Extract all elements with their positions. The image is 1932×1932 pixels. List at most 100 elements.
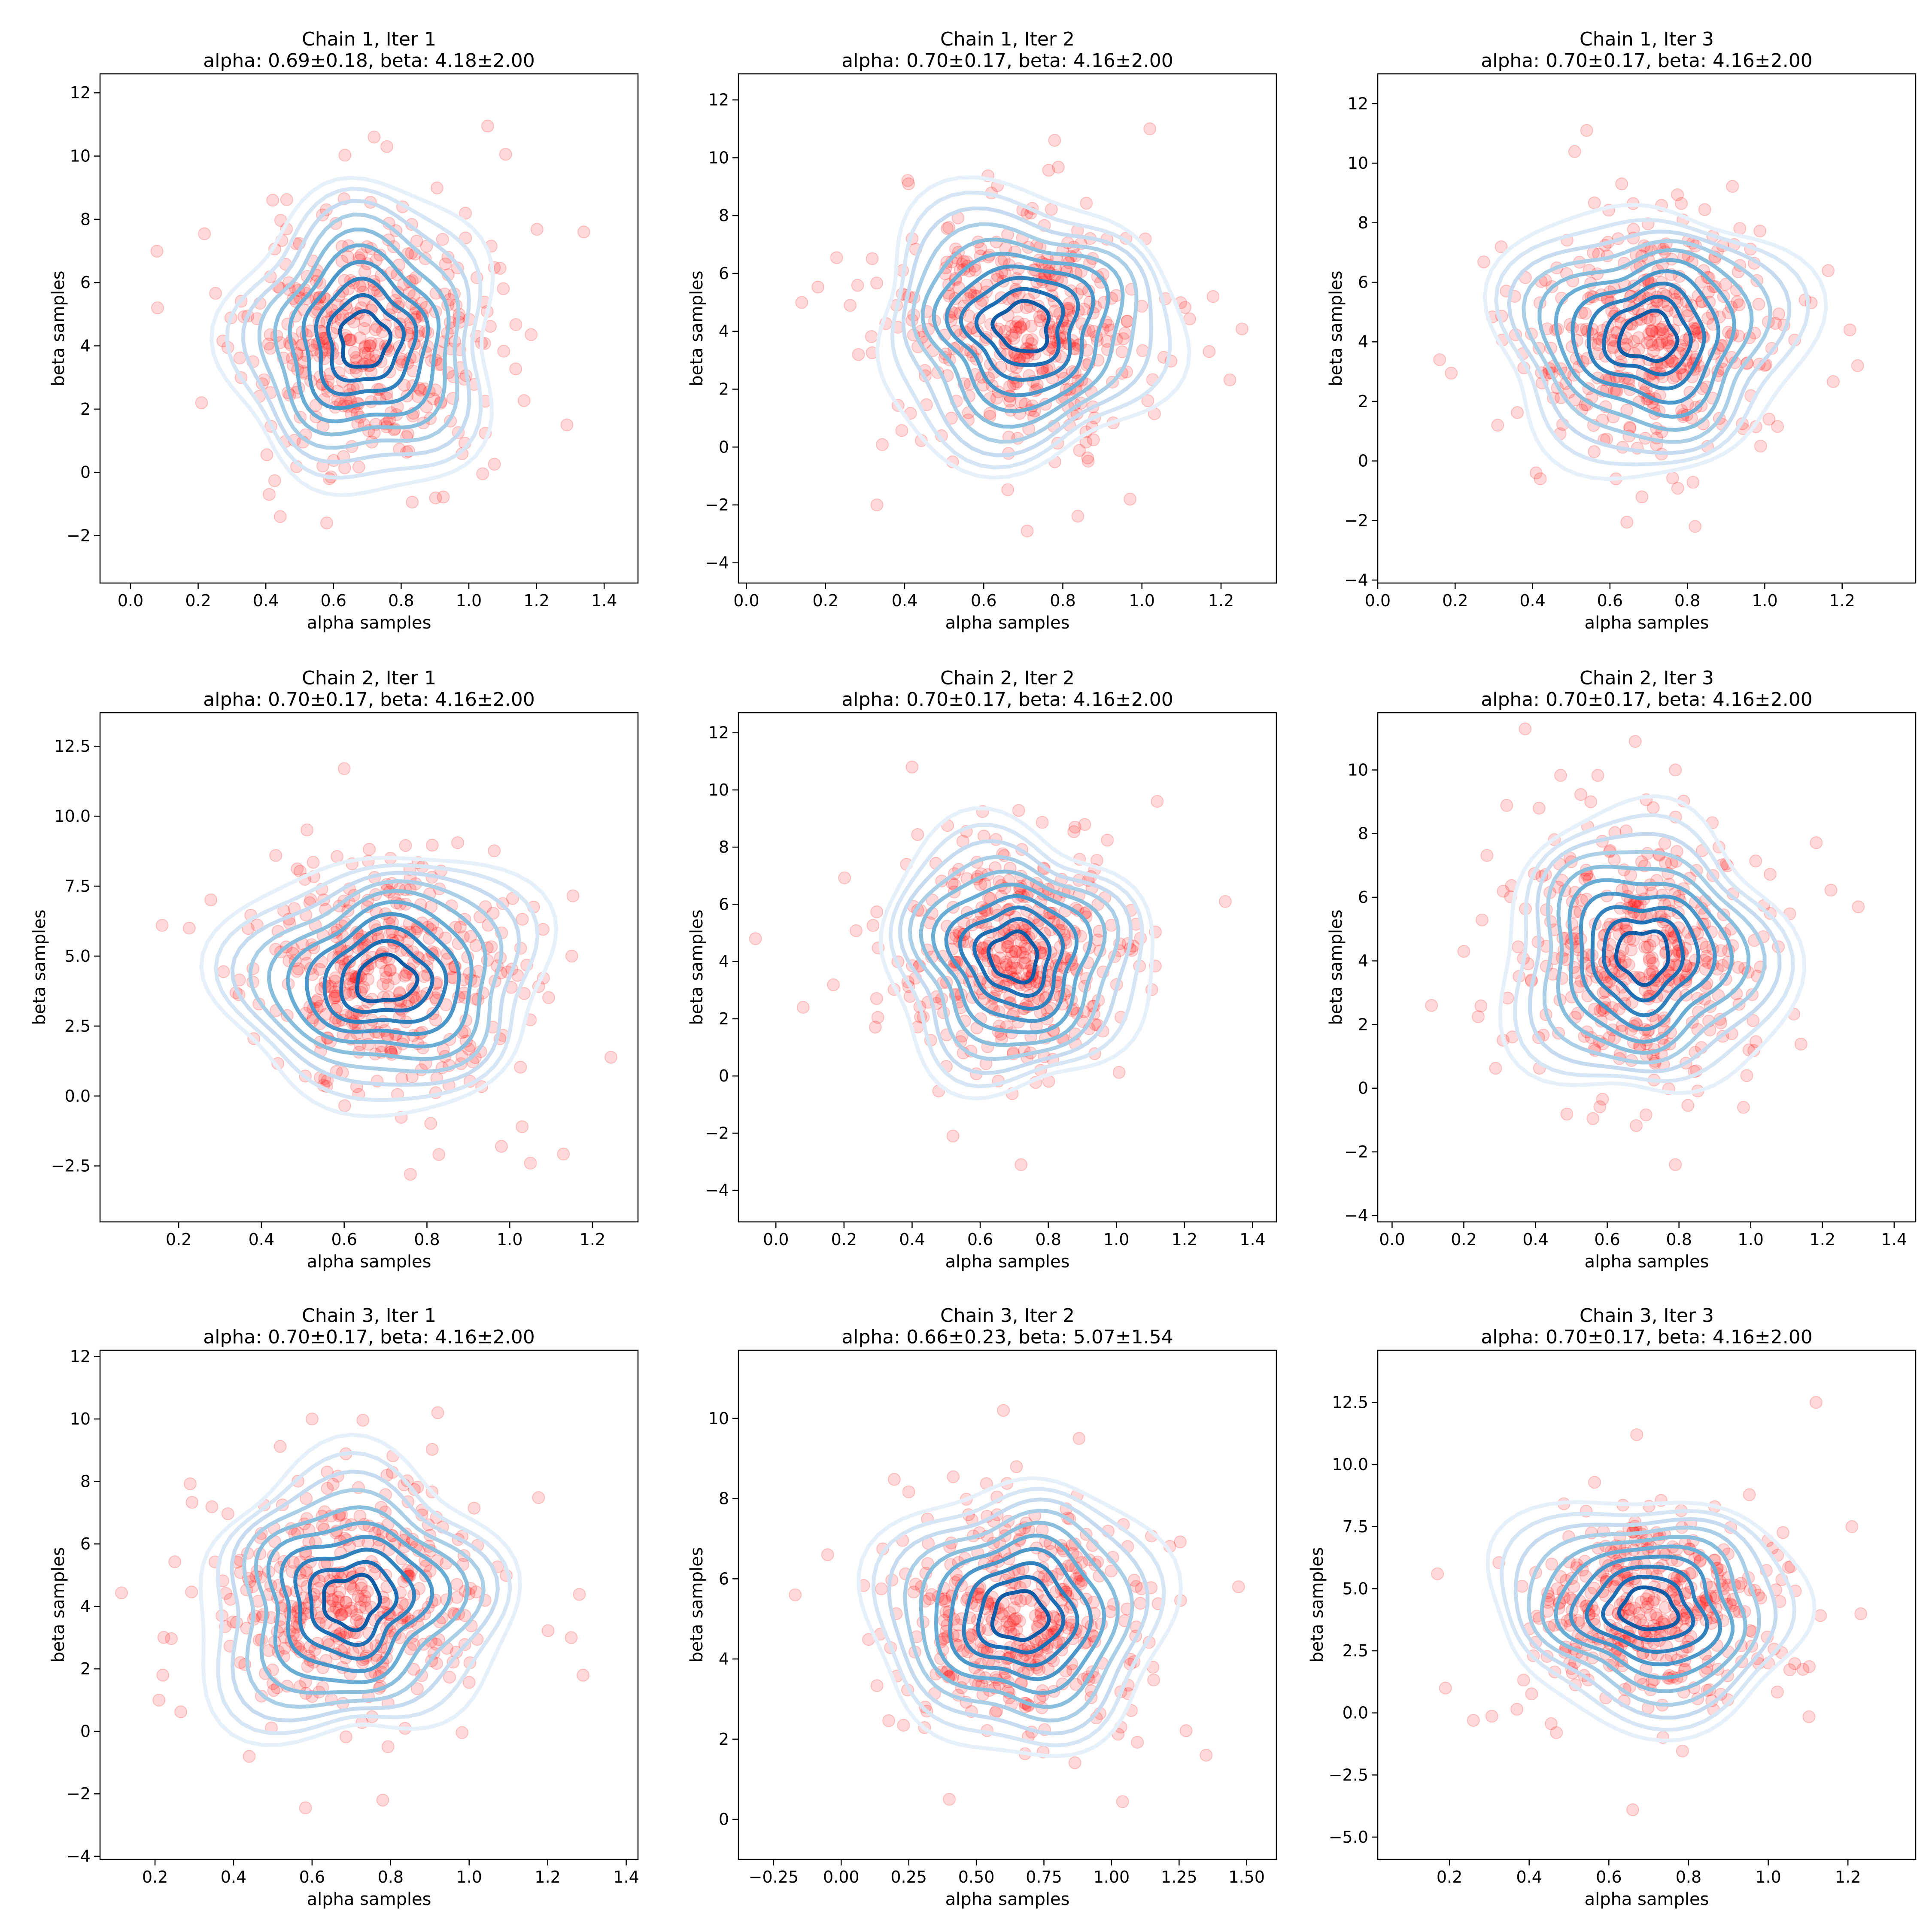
y-tick-label: −2 — [705, 1124, 729, 1142]
subplot-subtitle: alpha: 0.70±0.17, beta: 4.16±2.00 — [841, 689, 1173, 711]
scatter-point — [347, 1583, 360, 1596]
density-contour-line — [1602, 917, 1685, 1002]
axes-frame — [99, 712, 639, 1223]
axes-frame — [738, 73, 1277, 584]
density-contour-line — [286, 900, 474, 1048]
y-axis-label: beta samples — [1326, 270, 1346, 386]
scatter-point — [371, 337, 385, 351]
density-contour-line — [209, 176, 495, 497]
scatter-point — [1012, 315, 1024, 328]
scatter-point — [451, 836, 464, 849]
density-contour-line — [216, 1451, 512, 1735]
subplot-subtitle: alpha: 0.70±0.17, beta: 4.16±2.00 — [1481, 1326, 1812, 1348]
y-tick-label: 10 — [70, 147, 91, 166]
y-tick-label: 2.5 — [65, 1017, 91, 1036]
scatter-point — [838, 871, 851, 884]
y-tick-label: −4 — [67, 1847, 91, 1866]
density-contour-line — [307, 1560, 399, 1647]
y-tick-label: 0 — [719, 1810, 729, 1829]
density-contour-line — [1554, 258, 1736, 419]
scatter-point — [152, 1693, 166, 1707]
density-contour-line — [1482, 203, 1828, 481]
scatter-point — [339, 1605, 352, 1618]
scatter-point — [1006, 1614, 1020, 1627]
scatter-point — [488, 458, 501, 471]
axes-frame — [1377, 73, 1917, 584]
scatter-point — [795, 296, 808, 309]
scatter-point — [1613, 1002, 1626, 1016]
density-contour-line — [1500, 1509, 1797, 1732]
scatter-point — [358, 346, 372, 360]
scatter-point — [1716, 959, 1729, 972]
scatter-point — [1014, 320, 1027, 333]
scatter-point — [1117, 332, 1130, 345]
scatter-point — [429, 1013, 442, 1027]
scatter-point — [425, 838, 439, 852]
scatter-point — [1206, 290, 1220, 303]
subplot-subtitle: alpha: 0.69±0.18, beta: 4.18±2.00 — [203, 50, 535, 72]
scatter-point — [1689, 520, 1702, 533]
scatter-point — [524, 1157, 537, 1170]
scatter-point — [827, 978, 840, 991]
density-contour-line — [339, 939, 434, 1014]
scatter-point — [1627, 335, 1640, 348]
density-contour-line — [1602, 295, 1693, 377]
scatter-point — [282, 276, 295, 289]
scatter-point — [1071, 510, 1084, 523]
scatter-point — [573, 1588, 586, 1601]
scatter-point — [185, 1586, 198, 1598]
scatter-point — [443, 1671, 456, 1684]
scatter-point — [1007, 332, 1021, 345]
scatter-point — [1658, 837, 1671, 850]
x-tick-label: 0.2 — [185, 591, 211, 610]
scatter-point — [439, 257, 452, 270]
y-tick-label: −2 — [67, 526, 91, 545]
scatter-point — [895, 424, 908, 437]
density-contour-line — [1542, 850, 1767, 1065]
subplot-title: Chain 3, Iter 1 — [302, 1305, 436, 1327]
scatter-point — [1012, 322, 1026, 335]
scatter-point — [381, 978, 395, 991]
density-contour-line — [901, 206, 1153, 458]
scatter-point — [1124, 492, 1137, 506]
scatter-point — [1641, 941, 1654, 954]
density-contour-line — [199, 856, 559, 1118]
scatter-point — [998, 961, 1011, 974]
scatter-point — [338, 149, 352, 162]
scatter-point — [1568, 145, 1581, 158]
y-tick-label: 6 — [1358, 273, 1368, 292]
x-tick-label: 1.0 — [1752, 591, 1777, 610]
scatter-point — [330, 1601, 343, 1614]
scatter-point — [1005, 320, 1018, 333]
scatter-point — [321, 1482, 334, 1495]
scatter-point — [1634, 1613, 1647, 1627]
scatter-point — [345, 1601, 358, 1615]
scatter-point — [280, 193, 293, 206]
scatter-point — [1645, 964, 1659, 978]
y-axis-label: beta samples — [30, 909, 49, 1025]
scatter-point — [325, 1593, 339, 1606]
scatter-point — [1681, 1099, 1695, 1112]
scatter-point — [273, 1440, 287, 1453]
x-tick-label: 1.2 — [580, 1230, 605, 1249]
x-tick-label: 1.0 — [1129, 591, 1155, 610]
scatter-point — [1009, 945, 1023, 958]
scatter-point — [376, 1793, 389, 1807]
scatter-point — [1655, 335, 1668, 348]
scatter-point — [1596, 1093, 1609, 1106]
scatter-point — [1726, 180, 1739, 193]
y-tick-label: 10 — [1348, 760, 1368, 779]
density-contour-line — [198, 1433, 522, 1747]
y-tick-label: 2 — [719, 1730, 729, 1749]
scatter-point — [185, 1496, 199, 1509]
scatter-point — [1476, 913, 1488, 927]
density-contour-line — [257, 213, 461, 450]
scatter-point — [358, 1590, 371, 1603]
scatter-point — [1001, 483, 1015, 496]
x-tick-label: 0.50 — [958, 1868, 995, 1886]
y-tick-label: 8 — [719, 838, 729, 857]
y-tick-label: −2 — [705, 495, 729, 514]
y-tick-label: 12 — [70, 1347, 91, 1366]
scatter-point — [300, 1566, 313, 1580]
scatter-point — [577, 225, 590, 239]
